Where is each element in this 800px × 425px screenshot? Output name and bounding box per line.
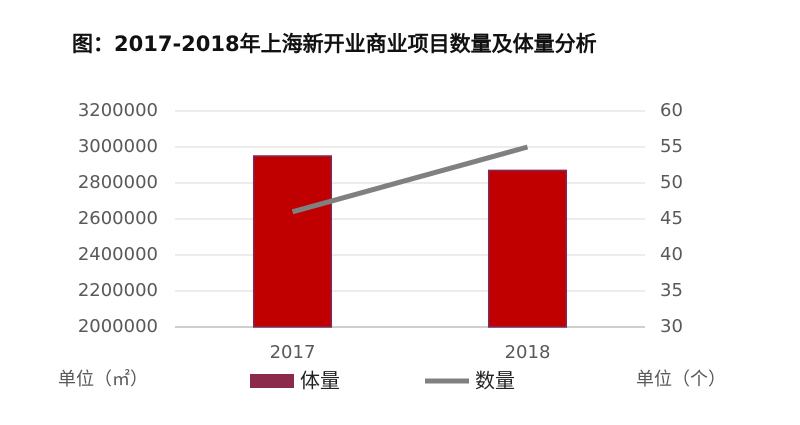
y-tick-label: 2600000 xyxy=(78,208,158,229)
legend-label: 体量 xyxy=(300,369,340,393)
bar xyxy=(487,169,568,328)
y2-tick-label: 55 xyxy=(660,136,683,157)
y2-tick-label: 40 xyxy=(660,244,683,265)
y2-tick-label: 50 xyxy=(660,172,683,193)
y-tick-label: 2200000 xyxy=(78,280,158,301)
y2-tick-label: 60 xyxy=(660,100,683,121)
bar xyxy=(252,155,333,328)
y2-axis-unit: 单位（个） xyxy=(636,369,726,390)
y-axis-unit: 单位（㎡） xyxy=(58,368,148,390)
y2-tick-label: 35 xyxy=(660,280,683,301)
y-tick-label: 2000000 xyxy=(78,316,158,337)
y-tick-label: 2800000 xyxy=(78,172,158,193)
chart-title: 图：2017-2018年上海新开业商业项目数量及体量分析 xyxy=(72,32,597,56)
y-tick-label: 2400000 xyxy=(78,244,158,265)
legend-swatch xyxy=(250,374,294,388)
x-tick-label: 2017 xyxy=(270,342,316,363)
y2-tick-label: 45 xyxy=(660,208,683,229)
x-tick-label: 2018 xyxy=(505,342,551,363)
legend-label: 数量 xyxy=(475,369,515,393)
y2-tick-label: 30 xyxy=(660,316,683,337)
y-tick-label: 3200000 xyxy=(78,100,158,121)
line xyxy=(291,144,529,215)
y-tick-label: 3000000 xyxy=(78,136,158,157)
